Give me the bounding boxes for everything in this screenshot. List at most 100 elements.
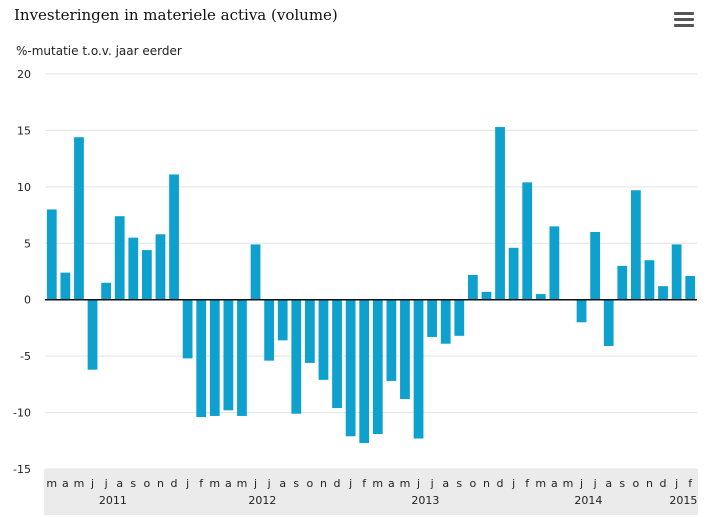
bar xyxy=(196,299,207,418)
x-tick-label: d xyxy=(171,477,178,490)
bar xyxy=(250,244,261,300)
x-tick-label: j xyxy=(416,477,420,490)
bar xyxy=(386,299,397,381)
bar xyxy=(332,299,342,409)
bar xyxy=(685,276,696,300)
bar xyxy=(603,299,614,346)
bar xyxy=(467,274,478,300)
x-tick-label: m xyxy=(209,477,220,490)
x-tick-label: j xyxy=(593,477,597,490)
x-tick-label: a xyxy=(605,477,612,490)
x-tick-label: m xyxy=(400,477,411,490)
bar xyxy=(440,299,451,344)
x-tick-label: f xyxy=(688,477,693,490)
bar xyxy=(549,226,560,300)
bar xyxy=(46,209,57,300)
bar xyxy=(481,291,492,300)
x-tick-label: a xyxy=(225,477,232,490)
bar xyxy=(535,294,546,300)
x-tick-label: n xyxy=(483,477,490,490)
bar xyxy=(359,299,370,444)
bar xyxy=(495,127,505,300)
x-tick-label: j xyxy=(267,477,271,490)
x-tick-label: j xyxy=(253,477,257,490)
x-tick-label: d xyxy=(660,477,667,490)
x-tick-label: s xyxy=(456,477,462,490)
x-tick-label: f xyxy=(362,477,367,490)
year-label: 2011 xyxy=(99,494,127,507)
bar xyxy=(264,299,275,361)
x-tick-label: d xyxy=(497,477,504,490)
x-tick-label: a xyxy=(62,477,69,490)
year-label: 2013 xyxy=(411,494,439,507)
x-tick-label: j xyxy=(348,477,352,490)
year-label: 2012 xyxy=(248,494,276,507)
bar xyxy=(345,299,356,437)
y-tick-label: -10 xyxy=(13,407,31,420)
x-tick-label: s xyxy=(130,477,136,490)
x-tick-label: o xyxy=(633,477,640,490)
x-tick-label: j xyxy=(104,477,108,490)
x-tick-label: a xyxy=(442,477,449,490)
bar xyxy=(671,244,682,300)
bar xyxy=(576,299,587,323)
bar xyxy=(318,299,329,380)
menu-icon[interactable] xyxy=(674,12,694,28)
bar xyxy=(630,190,641,300)
x-tick-label: o xyxy=(307,477,314,490)
bar xyxy=(590,232,601,300)
x-tick-label: s xyxy=(619,477,625,490)
bar xyxy=(291,299,302,414)
bar xyxy=(372,299,383,435)
bar xyxy=(237,299,247,416)
bar xyxy=(644,260,655,300)
x-tick-label: a xyxy=(279,477,286,490)
bar xyxy=(400,299,410,400)
bar xyxy=(74,137,84,300)
x-tick-label: j xyxy=(185,477,189,490)
x-tick-label: a xyxy=(388,477,395,490)
x-tick-label: o xyxy=(470,477,477,490)
x-tick-label: d xyxy=(334,477,341,490)
x-tick-label: j xyxy=(430,477,434,490)
x-tick-label: n xyxy=(646,477,653,490)
bar xyxy=(87,299,98,370)
bar xyxy=(522,182,533,300)
x-tick-label: a xyxy=(116,477,123,490)
x-tick-label: m xyxy=(372,477,383,490)
x-tick-label: m xyxy=(74,477,85,490)
x-tick-label: m xyxy=(237,477,248,490)
x-tick-label: m xyxy=(563,477,574,490)
x-axis-band xyxy=(44,469,698,515)
bar xyxy=(413,299,424,439)
x-tick-label: a xyxy=(551,477,558,490)
x-tick-label: o xyxy=(144,477,151,490)
bar xyxy=(304,299,315,363)
bar xyxy=(223,299,234,411)
chart-title: Investeringen in materiele activa (volum… xyxy=(14,6,338,24)
x-tick-label: m xyxy=(46,477,57,490)
bar xyxy=(101,282,112,300)
x-tick-label: s xyxy=(293,477,299,490)
bar xyxy=(141,250,152,300)
y-tick-label: 15 xyxy=(17,124,31,137)
bar xyxy=(60,272,71,300)
x-tick-label: j xyxy=(511,477,515,490)
bar xyxy=(617,265,628,300)
bar xyxy=(658,286,668,300)
x-tick-label: j xyxy=(674,477,678,490)
y-axis-label: %-mutatie t.o.v. jaar eerder xyxy=(16,44,182,58)
y-tick-label: 10 xyxy=(17,181,31,194)
year-label: 2014 xyxy=(574,494,602,507)
x-tick-label: j xyxy=(579,477,583,490)
x-tick-label: m xyxy=(535,477,546,490)
bar xyxy=(169,174,179,300)
bar xyxy=(508,247,519,300)
bar xyxy=(182,299,193,359)
bar xyxy=(277,299,288,341)
x-tick-label: n xyxy=(157,477,164,490)
bar xyxy=(209,299,220,416)
y-tick-label: -5 xyxy=(20,350,31,363)
x-tick-label: j xyxy=(90,477,94,490)
